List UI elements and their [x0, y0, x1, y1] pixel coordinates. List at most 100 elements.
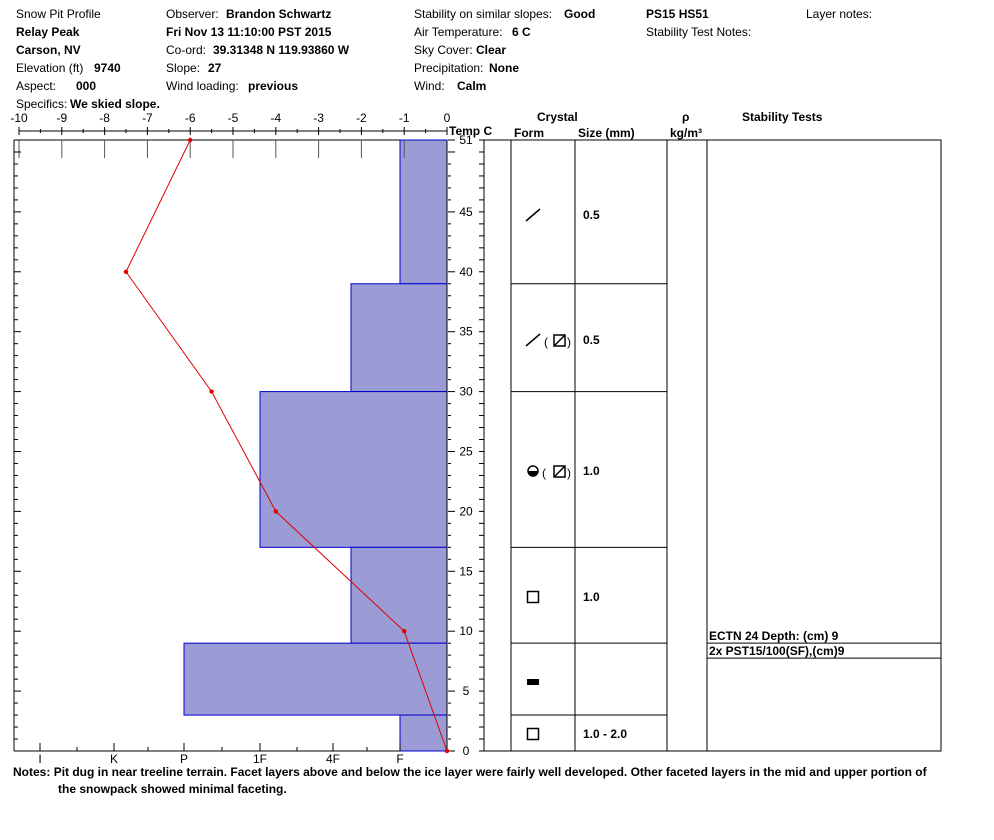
temperature-point — [402, 628, 407, 634]
hardness-bar — [399, 139, 448, 285]
close-paren-icon: ) — [567, 335, 571, 349]
crystal-layer-row — [511, 679, 667, 716]
stability-notes-label: Stability Test Notes: — [646, 25, 752, 39]
hardness-bar — [183, 642, 448, 716]
crystal-layer-row: 1.0 - 2.0 — [526, 727, 627, 741]
crystal-size-label: 1.0 - 2.0 — [583, 727, 627, 741]
size-header: Size (mm) — [578, 126, 635, 140]
sky-value: Clear — [476, 43, 507, 57]
specifics-value: We skied slope. — [70, 97, 160, 111]
title: Snow Pit Profile — [16, 7, 101, 21]
depth-axis-label: 0 — [463, 744, 470, 758]
specifics-label: Specifics: — [16, 97, 68, 111]
precip-value: None — [489, 61, 519, 75]
temp-axis-label: -3 — [313, 111, 324, 125]
hardness-bar — [399, 714, 448, 752]
depth-axis-label: 45 — [459, 205, 473, 219]
crystal-layer-row: () 0.5 — [511, 333, 667, 393]
crystal-size-label: 0.5 — [583, 333, 600, 347]
temp-axis-label: 0 — [444, 111, 451, 125]
observer-value: Brandon Schwartz — [226, 7, 332, 21]
hardness-axis-label: F — [396, 752, 403, 766]
hardness-axis-label: I — [38, 752, 41, 766]
coord-value: 39.31348 N 119.93860 W — [213, 43, 350, 57]
open-paren-icon: ( — [542, 466, 546, 480]
stability-test-ectn: ECTN 24 Depth: (cm) 9 — [709, 629, 839, 643]
pit-code: PS15 HS51 — [646, 7, 709, 21]
fragment-crystal-icon — [525, 333, 541, 347]
temperature-point — [273, 509, 278, 514]
density-unit-header: kg/m³ — [670, 126, 702, 140]
depth-axis-label: 35 — [459, 325, 473, 339]
stability-tests-header: Stability Tests — [742, 110, 823, 124]
notes: Notes: Pit dug in near treeline terrain.… — [13, 764, 943, 798]
hardness-bar — [350, 546, 448, 644]
temp-axis-label: -10 — [10, 111, 28, 125]
slope-label: Slope: — [166, 61, 201, 75]
elevation-value: 9740 — [94, 61, 121, 75]
hardness-axis-label: 1F — [253, 752, 267, 766]
crystal-layer-row: 0.5 — [511, 208, 667, 285]
depth-axis-label: 51 — [459, 133, 473, 147]
temp-axis-label: -1 — [399, 111, 410, 125]
crystal-header: Crystal — [537, 110, 578, 124]
notes-line-1: Pit dug in near treeline terrain. Facet … — [53, 765, 927, 779]
temp-axis-label: -8 — [99, 111, 110, 125]
temperature-point — [444, 748, 450, 754]
air-temp-label: Air Temperature: — [414, 25, 503, 39]
hardness-bar — [350, 283, 448, 393]
location-area: Carson, NV — [16, 43, 81, 57]
slope-value: 27 — [208, 61, 222, 75]
stability-test-pst: 2x PST15/100(SF),(cm)9 — [709, 644, 845, 658]
depth-axis-label: 25 — [459, 444, 473, 458]
ice-layer-icon — [527, 679, 539, 685]
temp-axis-label: -7 — [142, 111, 153, 125]
wind-value: Calm — [457, 79, 487, 93]
stability-label: Stability on similar slopes: — [414, 7, 553, 21]
aspect-value: 000 — [76, 79, 97, 93]
faceted-crystal-icon — [553, 465, 566, 478]
rho-header: ρ — [682, 110, 689, 124]
temp-column-header: Temp C — [449, 124, 492, 138]
datetime: Fri Nov 13 11:10:00 PST 2015 — [166, 25, 332, 39]
depth-axis-label: 30 — [459, 385, 473, 399]
wind-loading-value: previous — [248, 79, 299, 93]
faceted-crystal-icon — [526, 727, 540, 741]
open-paren-icon: ( — [544, 335, 548, 349]
crystal-layer-row: 1.0 — [511, 590, 667, 644]
layer-table-frame — [483, 139, 942, 752]
layer-notes-label: Layer notes: — [806, 7, 873, 21]
wind-label: Wind: — [414, 79, 445, 93]
observer-label: Observer: — [166, 7, 219, 21]
faceted-crystal-icon — [526, 590, 540, 604]
sky-label: Sky Cover: — [414, 43, 473, 57]
form-header: Form — [514, 126, 544, 140]
depth-axis-label: 10 — [459, 624, 473, 638]
coord-label: Co-ord: — [166, 43, 207, 57]
hardness-bar — [259, 391, 448, 548]
notes-label: Notes: — [13, 765, 51, 779]
location-name: Relay Peak — [16, 25, 80, 39]
stability-value: Good — [564, 7, 596, 21]
faceted-diagonal-icon — [553, 465, 566, 478]
hardness-axis-label: P — [180, 752, 188, 766]
crystal-size-label: 1.0 — [583, 590, 600, 604]
temperature-point — [188, 137, 193, 143]
close-paren-icon: ) — [567, 466, 571, 480]
temperature-profile-line — [125, 139, 448, 752]
depth-axis-label: 20 — [459, 504, 473, 518]
rounded-crystal-fill-icon — [528, 471, 538, 476]
temp-axis-label: -9 — [56, 111, 67, 125]
wind-loading-label: Wind loading: — [166, 79, 239, 93]
elevation-label: Elevation (ft) — [16, 61, 84, 75]
precip-label: Precipitation: — [414, 61, 484, 75]
crystal-size-label: 1.0 — [583, 464, 600, 478]
air-temp-value: 6 C — [512, 25, 531, 39]
aspect-label: Aspect: — [16, 79, 57, 93]
depth-axis-label: 15 — [459, 564, 473, 578]
temperature-point — [123, 269, 129, 274]
temp-axis-label: -6 — [185, 111, 196, 125]
hardness-axis-label: K — [110, 752, 118, 766]
faceted-crystal-icon — [553, 334, 566, 347]
